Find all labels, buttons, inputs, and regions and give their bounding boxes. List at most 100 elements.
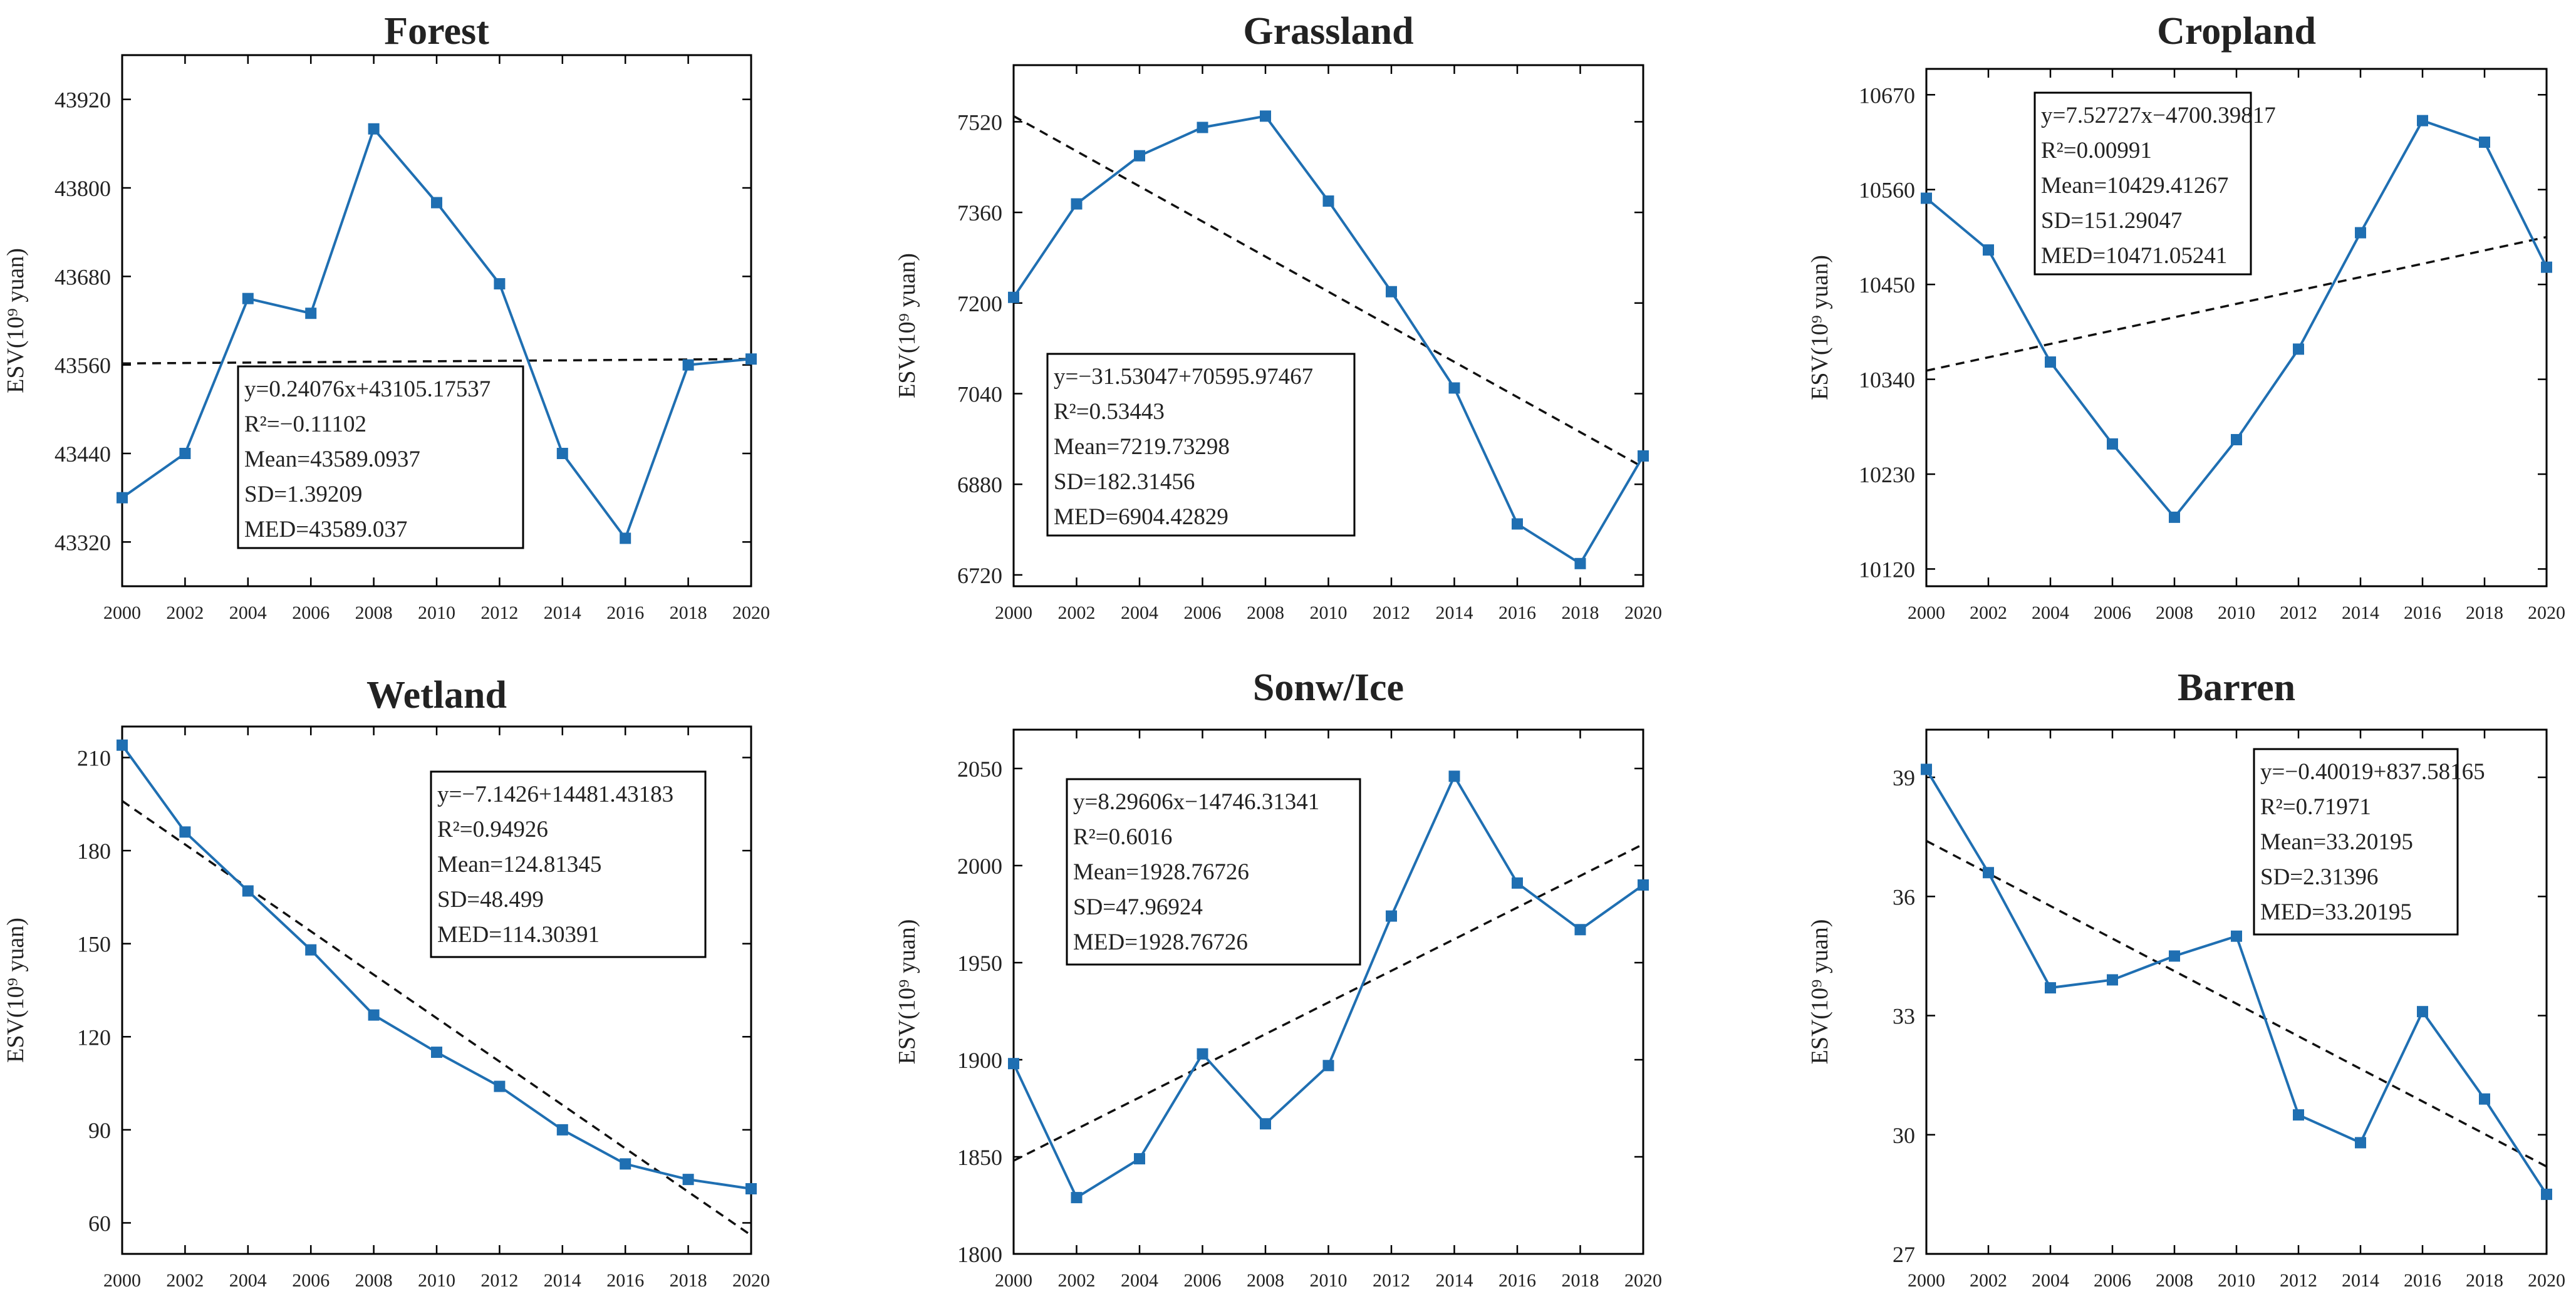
y-tick-label: 6720 bbox=[957, 563, 1002, 588]
y-tick-label: 33 bbox=[1893, 1004, 1915, 1029]
stats-line: Mean=124.81345 bbox=[437, 852, 601, 877]
trend-line bbox=[1013, 843, 1644, 1162]
stats-line: y=8.29606x−14746.31341 bbox=[1073, 789, 1319, 815]
x-tick-label: 2000 bbox=[1908, 603, 1945, 623]
x-tick-label: 2012 bbox=[2280, 1270, 2317, 1291]
data-point bbox=[2355, 227, 2366, 239]
y-axis-label: ESV(10⁹ yuan) bbox=[3, 918, 29, 1063]
x-tick-label: 2006 bbox=[2094, 603, 2131, 623]
data-point bbox=[1134, 150, 1145, 162]
trend-line bbox=[1926, 235, 2547, 372]
data-point bbox=[1574, 557, 1586, 569]
stats-line: R²=−0.11102 bbox=[244, 411, 366, 437]
stats-line: MED=114.30391 bbox=[437, 922, 600, 948]
y-tick-label: 10340 bbox=[1859, 368, 1915, 393]
data-point bbox=[1638, 450, 1649, 462]
x-tick-label: 2016 bbox=[2404, 603, 2441, 623]
x-tick-label: 2004 bbox=[1121, 1270, 1158, 1291]
y-tick-label: 2050 bbox=[957, 757, 1002, 782]
data-point bbox=[1574, 924, 1586, 936]
stats-line: SD=151.29047 bbox=[2041, 208, 2182, 234]
data-point bbox=[556, 448, 568, 459]
x-tick-label: 2014 bbox=[2342, 1270, 2379, 1291]
data-point bbox=[1386, 286, 1397, 298]
y-tick-label: 7520 bbox=[957, 110, 1002, 135]
y-tick-label: 39 bbox=[1893, 765, 1915, 790]
y-tick-label: 30 bbox=[1893, 1123, 1915, 1148]
data-point bbox=[2479, 137, 2490, 148]
y-tick-label: 210 bbox=[77, 746, 111, 771]
x-tick-label: 2016 bbox=[606, 1270, 644, 1291]
data-point bbox=[2045, 982, 2056, 994]
data-point bbox=[1512, 518, 1523, 530]
data-point bbox=[1260, 1118, 1271, 1130]
stats-box bbox=[1066, 778, 1361, 966]
data-point bbox=[2169, 950, 2180, 962]
data-point bbox=[1134, 1153, 1145, 1165]
x-tick-label: 2016 bbox=[1498, 1270, 1536, 1291]
y-axis-label: ESV(10⁹ yuan) bbox=[894, 919, 920, 1065]
x-tick-label: 2000 bbox=[995, 1270, 1032, 1291]
x-tick-label: 2014 bbox=[2342, 603, 2379, 623]
data-point bbox=[2293, 1109, 2304, 1121]
x-tick-label: 2018 bbox=[2466, 1270, 2503, 1291]
data-point bbox=[682, 1174, 694, 1186]
data-point bbox=[682, 359, 694, 371]
data-point bbox=[2479, 1093, 2490, 1105]
y-tick-label: 1900 bbox=[957, 1048, 1002, 1073]
data-point bbox=[305, 308, 317, 319]
data-point bbox=[1197, 122, 1208, 133]
data-point bbox=[1512, 877, 1523, 889]
x-tick-label: 2000 bbox=[995, 603, 1032, 623]
x-tick-label: 2006 bbox=[1184, 603, 1222, 623]
stats-box bbox=[430, 770, 707, 958]
data-point bbox=[2355, 1137, 2366, 1149]
data-point bbox=[305, 944, 317, 956]
chart-title: Cropland bbox=[2157, 10, 2316, 53]
x-tick-label: 2020 bbox=[732, 603, 770, 623]
stats-line: y=7.52727x−4700.39817 bbox=[2041, 103, 2276, 128]
data-point bbox=[494, 1080, 506, 1092]
data-point bbox=[620, 532, 631, 544]
y-tick-label: 10450 bbox=[1859, 272, 1915, 298]
x-tick-label: 2008 bbox=[1247, 603, 1284, 623]
y-tick-label: 10230 bbox=[1859, 462, 1915, 487]
x-tick-label: 2002 bbox=[166, 1270, 204, 1291]
data-point bbox=[368, 123, 380, 135]
data-point bbox=[2417, 115, 2428, 127]
y-tick-label: 1950 bbox=[957, 951, 1002, 976]
stats-line: R²=0.53443 bbox=[1054, 399, 1165, 425]
x-tick-label: 2020 bbox=[1624, 603, 1662, 623]
x-tick-label: 2008 bbox=[355, 603, 393, 623]
y-tick-label: 2000 bbox=[957, 854, 1002, 879]
stats-line: SD=182.31456 bbox=[1054, 469, 1195, 495]
y-tick-label: 1800 bbox=[957, 1242, 1002, 1267]
stats-line: R²=0.00991 bbox=[2041, 138, 2152, 163]
data-point bbox=[2541, 261, 2552, 273]
data-point bbox=[242, 292, 254, 304]
y-tick-label: 27 bbox=[1893, 1242, 1915, 1267]
stats-line: SD=48.499 bbox=[437, 887, 544, 913]
x-tick-label: 2004 bbox=[2032, 603, 2069, 623]
x-tick-label: 2000 bbox=[1908, 1270, 1945, 1291]
data-point bbox=[242, 885, 254, 897]
x-tick-label: 2010 bbox=[2218, 1270, 2255, 1291]
stats-line: SD=47.96924 bbox=[1073, 894, 1203, 920]
x-tick-label: 2002 bbox=[166, 603, 204, 623]
data-point bbox=[179, 826, 191, 838]
data-point bbox=[1448, 382, 1460, 394]
x-tick-label: 2012 bbox=[480, 603, 518, 623]
chart-panel-5: Sonw/Ice 2000 2002 2004 2006 2008 2010 2012 2014… bbox=[894, 666, 1662, 1291]
y-axis-label: ESV(10⁹ yuan) bbox=[894, 253, 920, 398]
x-tick-label: 2014 bbox=[544, 1270, 581, 1291]
stats-line: Mean=1928.76726 bbox=[1073, 859, 1249, 885]
stats-line: R²=0.94926 bbox=[437, 817, 548, 842]
y-tick-label: 180 bbox=[77, 839, 111, 864]
data-point bbox=[2169, 511, 2180, 523]
stats-line: SD=1.39209 bbox=[244, 482, 362, 507]
y-tick-label: 36 bbox=[1893, 884, 1915, 909]
data-point bbox=[431, 1047, 442, 1058]
data-point bbox=[620, 1158, 631, 1170]
stats-line: R²=0.6016 bbox=[1073, 824, 1172, 850]
